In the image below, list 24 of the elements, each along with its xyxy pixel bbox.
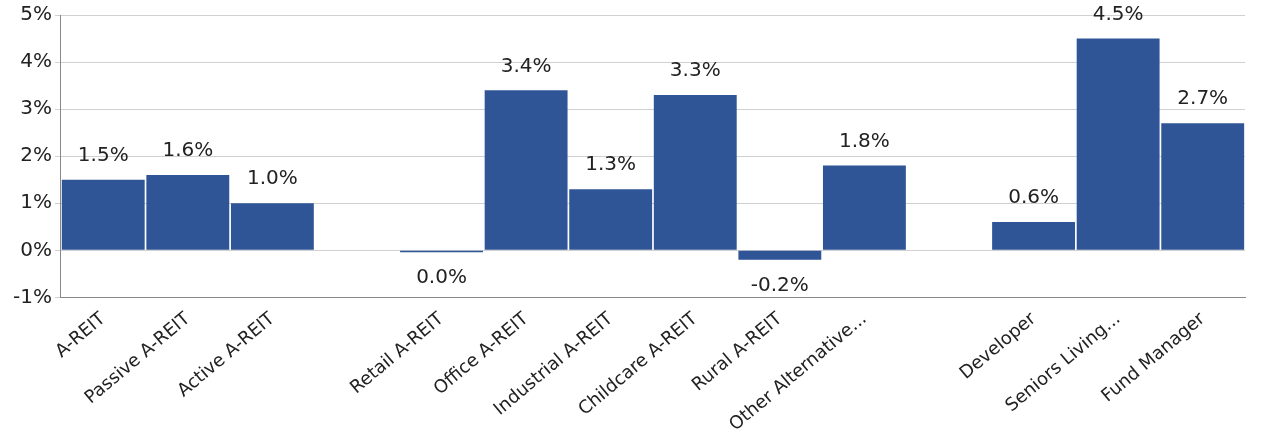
data-label: 0.0% — [416, 264, 467, 289]
data-label: 1.3% — [585, 151, 637, 176]
bar — [738, 250, 822, 260]
data-label: 2.7% — [1177, 85, 1229, 110]
data-label: -0.2% — [750, 271, 809, 296]
bar — [653, 95, 737, 250]
data-label: 1.5% — [77, 141, 129, 166]
y-tick-label: 0% — [20, 236, 52, 261]
y-tick-label: 3% — [20, 95, 52, 120]
y-tick-label: 4% — [20, 48, 52, 73]
bar — [992, 222, 1075, 250]
data-label: 0.6% — [1008, 184, 1059, 209]
data-label: 1.0% — [246, 165, 298, 190]
y-tick-label: 5% — [20, 1, 52, 26]
data-label: 1.8% — [839, 127, 890, 152]
data-label: 4.5% — [1092, 0, 1144, 25]
bar — [230, 203, 314, 250]
data-label: 3.3% — [669, 57, 721, 82]
data-label: 3.4% — [500, 52, 552, 77]
data-label: 1.6% — [162, 137, 214, 162]
bar — [822, 165, 906, 250]
y-tick-label: -1% — [12, 283, 52, 308]
y-tick-label: 1% — [20, 189, 52, 214]
y-tick-label: 2% — [20, 142, 52, 167]
